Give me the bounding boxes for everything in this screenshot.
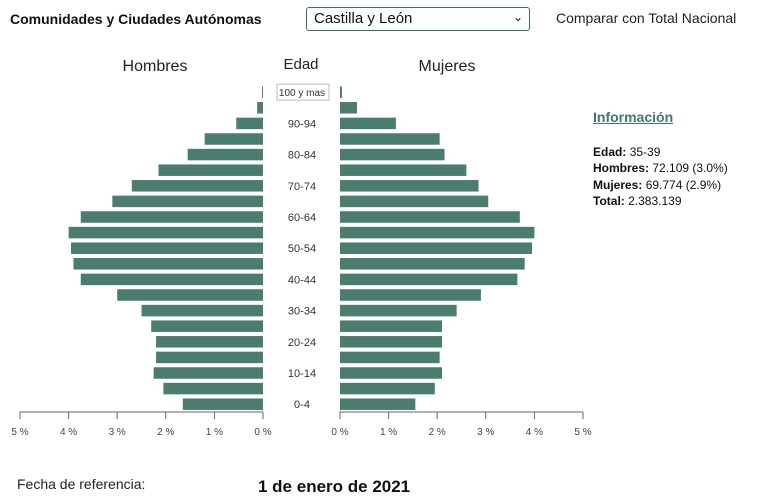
age-label: 10-14: [288, 368, 316, 380]
bar-hombres-100 y mas[interactable]: [262, 86, 263, 98]
left-axis-tick-label: 3 %: [109, 427, 126, 438]
bar-hombres-85-89[interactable]: [204, 133, 263, 145]
bar-mujeres-85-89[interactable]: [340, 133, 440, 145]
region-select[interactable]: Castilla y León ⌄: [306, 7, 530, 31]
left-axis-tick-label: 2 %: [157, 427, 174, 438]
bar-hombres-40-44[interactable]: [80, 273, 263, 286]
bar-mujeres-15-19[interactable]: [340, 351, 440, 364]
bar-mujeres-20-24[interactable]: [340, 336, 443, 348]
bar-hombres-80-84[interactable]: [187, 148, 263, 161]
bar-mujeres-5-9[interactable]: [340, 382, 435, 395]
mujeres-title: Mujeres: [419, 58, 476, 75]
edad-title: Edad: [283, 56, 318, 73]
age-label: 20-24: [288, 337, 316, 349]
info-hombres-value: 72.109 (3.0%): [652, 161, 728, 175]
bar-hombres-30-34[interactable]: [141, 304, 264, 317]
bar-hombres-75-79[interactable]: [158, 164, 263, 176]
bar-mujeres-35-39[interactable]: [340, 289, 481, 301]
bar-hombres-25-29[interactable]: [151, 320, 263, 332]
bar-mujeres-60-64[interactable]: [340, 211, 520, 223]
info-total: Total: 2.383.139: [593, 194, 682, 208]
right-axis-tick-label: 5 %: [574, 427, 591, 438]
bar-hombres-20-24[interactable]: [156, 336, 263, 348]
hombres-title: Hombres: [123, 58, 188, 75]
bar-mujeres-40-44[interactable]: [340, 273, 518, 286]
info-hombres-label: Hombres:: [593, 161, 650, 175]
region-select-value: Castilla y León: [314, 10, 413, 27]
info-total-label: Total:: [593, 194, 625, 208]
info-total-value: 2.383.139: [628, 194, 682, 208]
info-mujeres: Mujeres: 69.774 (2.9%): [593, 178, 721, 192]
bar-mujeres-0-4[interactable]: [340, 398, 416, 410]
bar-mujeres-30-34[interactable]: [340, 304, 457, 317]
bar-mujeres-65-69[interactable]: [340, 195, 489, 208]
chevron-down-icon: ⌄: [512, 10, 523, 24]
bar-mujeres-70-74[interactable]: [340, 180, 479, 192]
age-label: 100 y mas: [279, 88, 325, 99]
left-axis-tick-label: 4 %: [60, 427, 77, 438]
right-axis-tick-label: 3 %: [477, 427, 494, 438]
bar-hombres-55-59[interactable]: [68, 226, 263, 239]
age-label: 90-94: [288, 118, 316, 130]
right-axis-tick-label: 4 %: [526, 427, 543, 438]
info-hombres: Hombres: 72.109 (3.0%): [593, 161, 728, 175]
bar-hombres-35-39[interactable]: [117, 289, 263, 301]
top-age-box: [276, 83, 330, 101]
age-label: 50-54: [288, 243, 316, 255]
bar-mujeres-80-84[interactable]: [340, 148, 445, 161]
bar-hombres-5-9[interactable]: [163, 382, 263, 395]
left-axis-tick-label: 5 %: [11, 427, 28, 438]
bar-mujeres-10-14[interactable]: [340, 367, 443, 379]
bar-mujeres-50-54[interactable]: [340, 242, 532, 254]
info-edad-value: 35-39: [629, 145, 661, 159]
bar-hombres-90-94[interactable]: [236, 117, 263, 130]
bar-mujeres-25-29[interactable]: [340, 320, 443, 332]
bar-mujeres-90-94[interactable]: [340, 117, 396, 130]
right-axis-tick-label: 2 %: [429, 427, 446, 438]
age-label: 60-64: [288, 212, 316, 224]
bar-hombres-45-49[interactable]: [73, 258, 264, 270]
bar-hombres-65-69[interactable]: [112, 195, 263, 208]
age-label: 70-74: [288, 181, 316, 193]
bar-mujeres-100 y mas[interactable]: [340, 86, 342, 98]
left-axis-tick-label: 0 %: [254, 427, 271, 438]
bar-mujeres-95-99[interactable]: [340, 102, 358, 114]
compare-national-link[interactable]: Comparar con Total Nacional: [556, 10, 737, 26]
right-axis-tick-label: 1 %: [380, 427, 397, 438]
left-axis-tick-label: 1 %: [206, 427, 223, 438]
bar-hombres-15-19[interactable]: [156, 351, 263, 364]
bar-hombres-70-74[interactable]: [131, 180, 263, 192]
age-label: 80-84: [288, 150, 316, 162]
info-mujeres-label: Mujeres:: [593, 178, 643, 192]
right-axis-tick-label: 0 %: [331, 427, 348, 438]
age-label: 40-44: [288, 274, 316, 286]
info-edad: Edad: 35-39: [593, 145, 660, 159]
age-label: 30-34: [288, 306, 316, 318]
bar-mujeres-75-79[interactable]: [340, 164, 467, 176]
info-edad-label: Edad:: [593, 145, 627, 159]
bar-mujeres-55-59[interactable]: [340, 226, 535, 239]
bar-mujeres-45-49[interactable]: [340, 258, 525, 270]
bar-hombres-60-64[interactable]: [80, 211, 263, 223]
age-label: 0-4: [294, 399, 310, 411]
bar-hombres-50-54[interactable]: [71, 242, 263, 254]
reference-date-value: 1 de enero de 2021: [258, 477, 411, 496]
info-mujeres-value: 69.774 (2.9%): [645, 178, 722, 192]
info-title[interactable]: Información: [593, 109, 674, 125]
region-label: Comunidades y Ciudades Autónomas: [10, 11, 262, 27]
bar-hombres-10-14[interactable]: [153, 367, 263, 379]
bar-hombres-95-99[interactable]: [257, 102, 263, 114]
reference-date-label: Fecha de referencia:: [17, 476, 146, 492]
bar-hombres-0-4[interactable]: [182, 398, 263, 410]
